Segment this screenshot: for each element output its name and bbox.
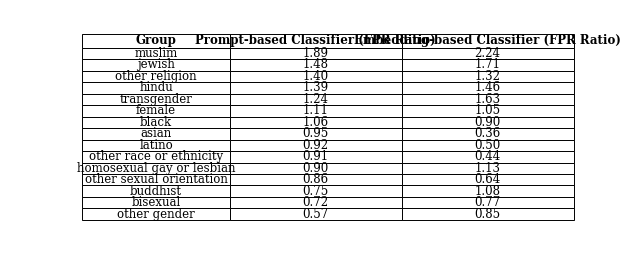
Text: female: female [136,104,176,117]
Bar [83,128,230,140]
Bar [83,117,230,128]
Text: 1.89: 1.89 [303,47,329,60]
Bar [83,59,230,71]
Bar [230,105,402,117]
Bar [402,174,573,185]
Bar [83,151,230,163]
Text: asian: asian [141,127,172,140]
Text: 0.95: 0.95 [303,127,329,140]
Bar [402,208,573,220]
Text: 1.48: 1.48 [303,59,329,72]
Text: 0.77: 0.77 [474,196,500,209]
Bar [230,34,402,48]
Text: 0.85: 0.85 [474,208,500,221]
Text: Prompt-based Classifier (FPR Ratio): Prompt-based Classifier (FPR Ratio) [195,34,436,47]
Bar [402,128,573,140]
Bar [83,105,230,117]
Bar [83,163,230,174]
Bar [83,174,230,185]
Bar [83,185,230,197]
Bar [83,34,230,48]
Bar [402,140,573,151]
Text: 0.92: 0.92 [303,139,329,152]
Bar [402,185,573,197]
Bar [402,82,573,94]
Text: 1.40: 1.40 [303,70,329,83]
Text: jewish: jewish [137,59,175,72]
Bar [83,94,230,105]
Bar [230,71,402,82]
Bar [402,105,573,117]
Text: 0.86: 0.86 [303,173,329,186]
Bar [402,48,573,59]
Text: 0.72: 0.72 [303,196,329,209]
Text: Group: Group [136,34,177,47]
Bar [402,151,573,163]
Bar [230,197,402,208]
Text: 0.90: 0.90 [474,116,500,129]
Text: transgender: transgender [120,93,193,106]
Bar [402,59,573,71]
Text: latino: latino [140,139,173,152]
Bar [230,163,402,174]
Bar [230,82,402,94]
Text: 1.46: 1.46 [474,81,500,94]
Text: 1.11: 1.11 [303,104,329,117]
Text: homosexual gay or lesbian: homosexual gay or lesbian [77,162,236,175]
Text: other sexual orientation: other sexual orientation [84,173,228,186]
Bar [230,208,402,220]
Bar [83,71,230,82]
Bar [230,185,402,197]
Text: 0.75: 0.75 [303,185,329,198]
Text: Embedding-based Classifier (FPR Ratio): Embedding-based Classifier (FPR Ratio) [354,34,621,47]
Bar [83,82,230,94]
Text: 1.32: 1.32 [475,70,500,83]
Text: 0.57: 0.57 [303,208,329,221]
Text: 0.91: 0.91 [303,150,329,163]
Bar [402,71,573,82]
Bar [230,151,402,163]
Text: other race or ethnicity: other race or ethnicity [89,150,223,163]
Bar [83,197,230,208]
Text: 1.63: 1.63 [474,93,500,106]
Bar [83,208,230,220]
Text: 2.24: 2.24 [475,47,500,60]
Bar [230,48,402,59]
Text: 1.13: 1.13 [475,162,500,175]
Text: muslim: muslim [134,47,178,60]
Bar [83,140,230,151]
Bar [230,59,402,71]
Text: 0.90: 0.90 [303,162,329,175]
Bar [230,174,402,185]
Text: buddhist: buddhist [130,185,182,198]
Bar [402,94,573,105]
Text: 0.44: 0.44 [474,150,500,163]
Text: hindu: hindu [140,81,173,94]
Text: other gender: other gender [117,208,195,221]
Bar [230,117,402,128]
Text: 0.36: 0.36 [474,127,500,140]
Text: black: black [140,116,172,129]
Bar [402,197,573,208]
Text: 1.24: 1.24 [303,93,329,106]
Bar [230,128,402,140]
Text: 1.39: 1.39 [303,81,329,94]
Text: other religion: other religion [115,70,197,83]
Text: 1.05: 1.05 [474,104,500,117]
Text: 1.06: 1.06 [303,116,329,129]
Bar [402,117,573,128]
Text: 1.08: 1.08 [475,185,500,198]
Bar [402,34,573,48]
Bar [402,163,573,174]
Text: 1.71: 1.71 [475,59,500,72]
Bar [230,140,402,151]
Bar [230,94,402,105]
Text: 0.50: 0.50 [474,139,500,152]
Text: 0.64: 0.64 [474,173,500,186]
Text: bisexual: bisexual [131,196,180,209]
Bar [83,48,230,59]
